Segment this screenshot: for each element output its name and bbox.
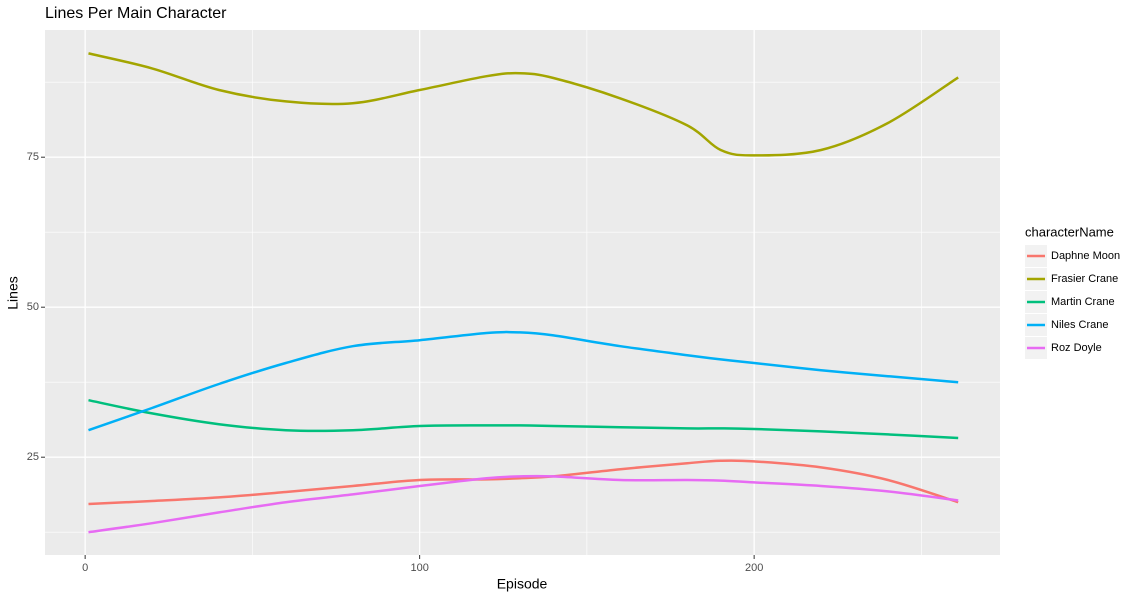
legend-label: Roz Doyle: [1051, 342, 1102, 354]
x-tick-label: 100: [410, 562, 428, 574]
legend-title: characterName: [1025, 224, 1114, 239]
y-tick-label: 25: [27, 451, 39, 463]
x-tick-label: 0: [82, 562, 88, 574]
legend-label: Daphne Moon: [1051, 250, 1120, 262]
line: [88, 398, 959, 440]
panel: [45, 30, 1000, 555]
legend-label: Martin Crane: [1051, 296, 1115, 308]
legend-label: Niles Crane: [1051, 319, 1108, 331]
x-axis-title: Episode: [497, 576, 548, 592]
y-axis-title: Lines: [5, 276, 21, 309]
line: [88, 330, 959, 432]
legend-label: Frasier Crane: [1051, 273, 1118, 285]
line: [88, 459, 959, 506]
x-tick-label: 200: [745, 562, 763, 574]
y-tick-label: 50: [27, 301, 39, 313]
y-tick-label: 75: [27, 151, 39, 163]
chart-title: Lines Per Main Character: [45, 5, 227, 22]
line: [88, 474, 959, 534]
line: [88, 52, 959, 157]
